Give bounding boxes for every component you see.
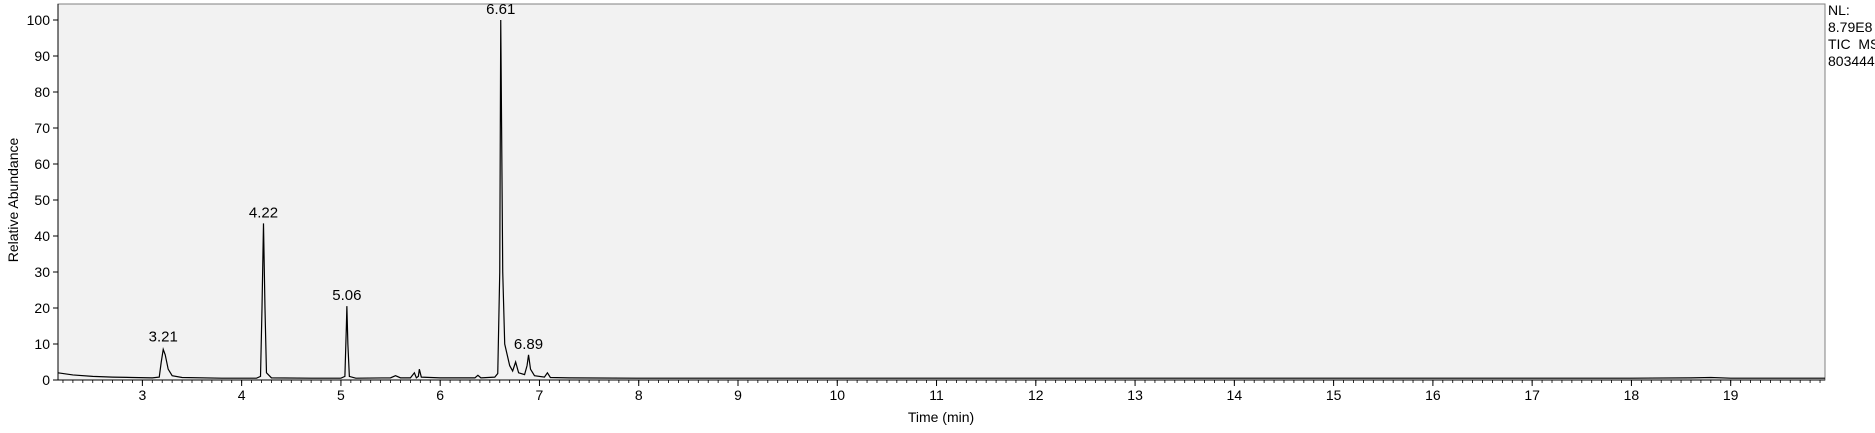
x-tick-label: 8 — [635, 387, 643, 403]
peak-labels: 3.21 4.22 5.06 6.61 6.89 — [149, 1, 544, 353]
x-tick-label: 4 — [238, 387, 246, 403]
y-tick-label: 40 — [34, 228, 50, 244]
x-tick-label: 3 — [138, 387, 146, 403]
x-tick-label: 13 — [1127, 387, 1143, 403]
peak-label: 6.61 — [486, 1, 515, 18]
tic-trace-line — [57, 19, 1825, 379]
x-tick-label: 6 — [436, 387, 444, 403]
x-tick-label: 15 — [1326, 387, 1342, 403]
scan-filter-label: TIC MS — [1828, 36, 1875, 52]
y-tick-label: 80 — [34, 84, 50, 100]
x-tick-label: 11 — [929, 387, 944, 403]
x-tick-label: 18 — [1624, 387, 1640, 403]
y-tick-label: 50 — [34, 192, 50, 208]
y-tick-label: 20 — [34, 300, 50, 316]
y-tick-label: 30 — [34, 264, 50, 280]
y-ticks: 0 10 20 30 40 50 60 70 80 90 100 — [27, 12, 58, 388]
x-tick-label: 5 — [337, 387, 345, 403]
plot-area — [57, 3, 1826, 381]
x-tick-label: 10 — [829, 387, 845, 403]
peak-label: 4.22 — [249, 204, 278, 221]
normalization-level-label: NL: — [1828, 2, 1850, 18]
x-tick-label: 9 — [734, 387, 742, 403]
x-tick-label: 12 — [1028, 387, 1044, 403]
x-tick-label: 19 — [1723, 387, 1739, 403]
y-axis-title: Relative Abundance — [5, 138, 21, 263]
y-tick-label: 100 — [27, 12, 51, 28]
sample-id-label: 803444 — [1828, 53, 1875, 69]
x-axis-title: Time (min) — [908, 409, 974, 425]
peak-label: 5.06 — [332, 287, 361, 304]
y-tick-label: 10 — [34, 336, 50, 352]
y-tick-label: 70 — [34, 120, 50, 136]
x-tick-label: 16 — [1425, 387, 1441, 403]
y-tick-label: 0 — [42, 372, 50, 388]
x-ticks: 3 4 5 6 7 8 9 10 11 12 13 14 15 16 17 18 19 — [62, 380, 1821, 403]
x-tick-label: 7 — [536, 387, 544, 403]
x-tick-label: 17 — [1524, 387, 1540, 403]
y-tick-label: 90 — [34, 48, 50, 64]
peak-label: 3.21 — [149, 329, 178, 346]
peak-label: 6.89 — [514, 336, 543, 353]
x-tick-label: 14 — [1227, 387, 1243, 403]
y-tick-label: 60 — [34, 156, 50, 172]
normalization-level-value: 8.79E8 — [1828, 19, 1873, 35]
